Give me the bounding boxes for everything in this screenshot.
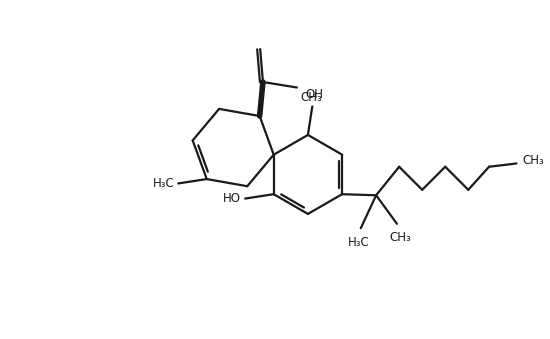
Text: HO: HO (223, 192, 241, 205)
Text: CH₃: CH₃ (522, 154, 544, 167)
Text: CH₃: CH₃ (300, 91, 322, 104)
Text: H₃C: H₃C (153, 177, 175, 190)
Text: OH: OH (305, 88, 323, 101)
Text: H₃C: H₃C (348, 236, 370, 249)
Text: CH₃: CH₃ (389, 232, 411, 244)
